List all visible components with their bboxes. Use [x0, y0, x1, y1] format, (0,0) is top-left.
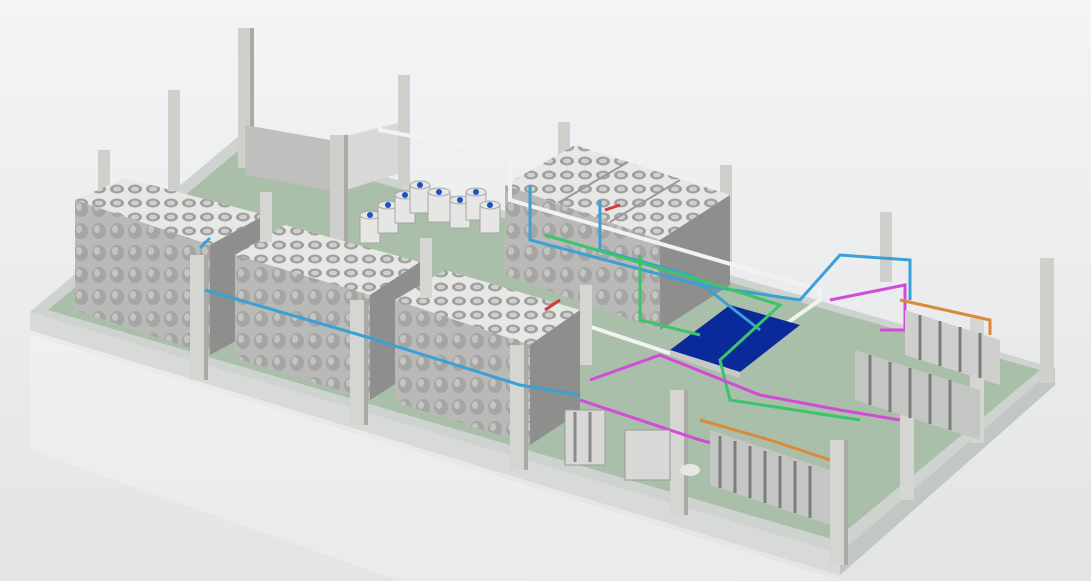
back-wall [98, 28, 1054, 383]
floor-reflection [30, 335, 840, 581]
membrane-skid-3 [710, 430, 830, 525]
pipe-network [198, 185, 992, 472]
chemical-drums [359, 180, 501, 244]
membrane-skid-2 [624, 429, 700, 481]
membrane-skid-1 [564, 409, 606, 466]
back-tanks [505, 145, 730, 330]
membrane-skid-4 [855, 310, 1000, 440]
